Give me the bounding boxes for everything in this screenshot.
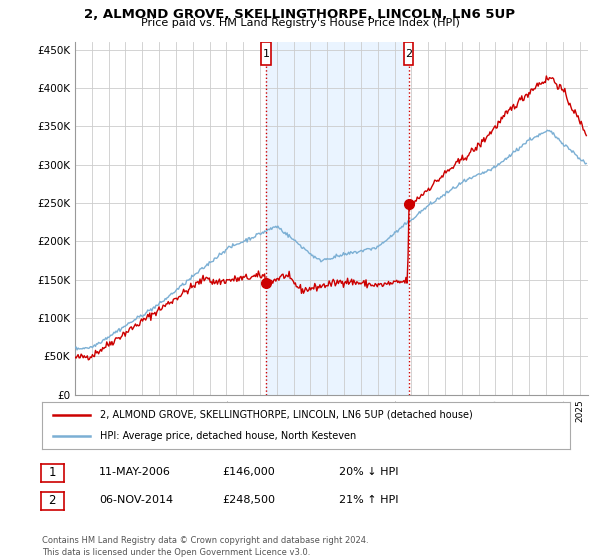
Text: £248,500: £248,500	[222, 494, 275, 505]
Text: £146,000: £146,000	[222, 466, 275, 477]
Text: 2: 2	[49, 494, 56, 507]
Text: HPI: Average price, detached house, North Kesteven: HPI: Average price, detached house, Nort…	[100, 431, 356, 441]
Text: 2, ALMOND GROVE, SKELLINGTHORPE, LINCOLN, LN6 5UP: 2, ALMOND GROVE, SKELLINGTHORPE, LINCOLN…	[85, 8, 515, 21]
Text: 21% ↑ HPI: 21% ↑ HPI	[339, 494, 398, 505]
FancyBboxPatch shape	[404, 42, 413, 65]
Text: Contains HM Land Registry data © Crown copyright and database right 2024.
This d: Contains HM Land Registry data © Crown c…	[42, 536, 368, 557]
Text: 1: 1	[263, 49, 269, 58]
Bar	[266, 42, 409, 395]
Text: 11-MAY-2006: 11-MAY-2006	[99, 466, 171, 477]
Text: Price paid vs. HM Land Registry's House Price Index (HPI): Price paid vs. HM Land Registry's House …	[140, 18, 460, 29]
Text: 1: 1	[49, 466, 56, 479]
Text: 06-NOV-2014: 06-NOV-2014	[99, 494, 173, 505]
Text: 2, ALMOND GROVE, SKELLINGTHORPE, LINCOLN, LN6 5UP (detached house): 2, ALMOND GROVE, SKELLINGTHORPE, LINCOLN…	[100, 410, 473, 420]
FancyBboxPatch shape	[262, 42, 271, 65]
Text: 20% ↓ HPI: 20% ↓ HPI	[339, 466, 398, 477]
Text: 2: 2	[405, 49, 412, 58]
